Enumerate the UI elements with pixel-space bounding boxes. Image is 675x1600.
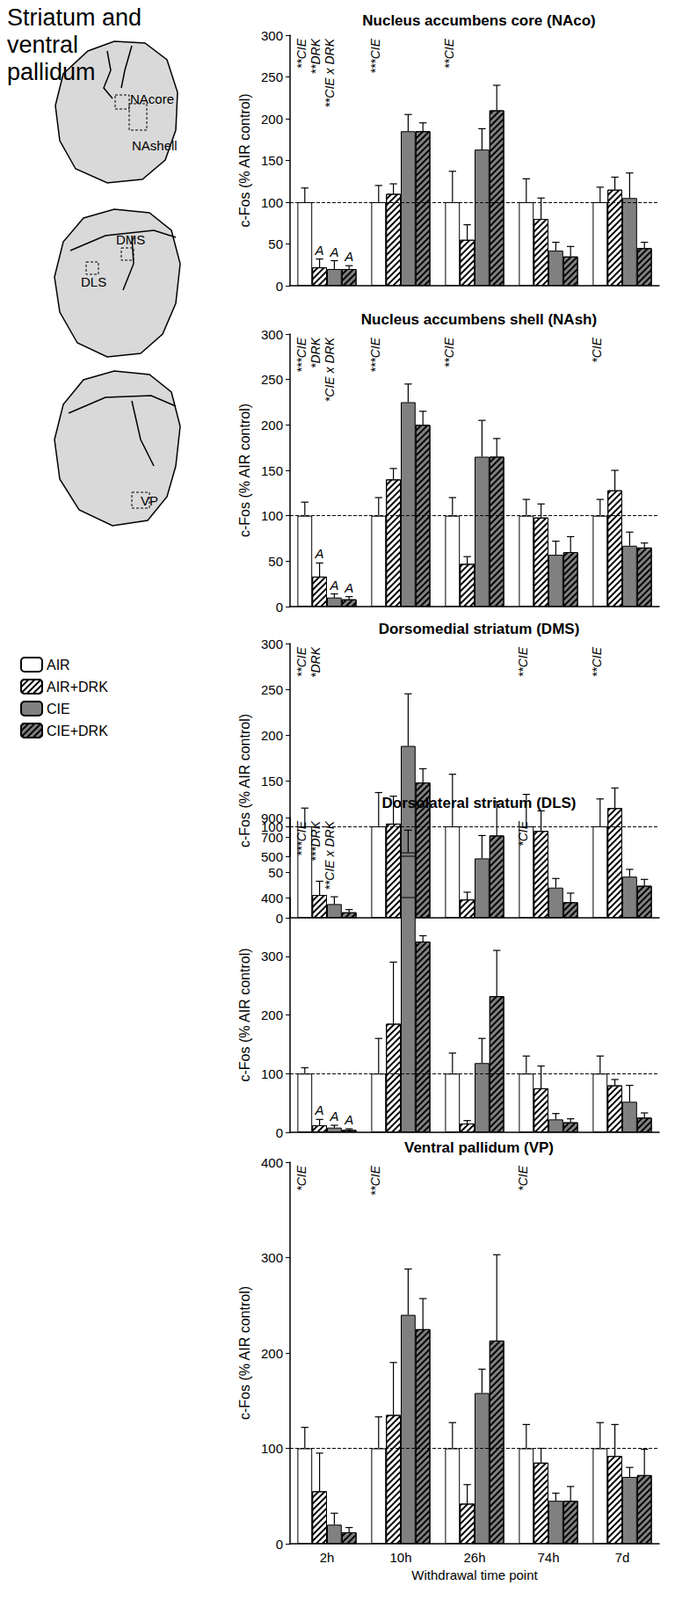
svg-text:**CIE: **CIE	[368, 1164, 383, 1196]
svg-text:50: 50	[268, 864, 284, 880]
svg-text:50: 50	[268, 236, 284, 252]
svg-text:400: 400	[261, 890, 284, 906]
svg-text:CIE: CIE	[46, 701, 71, 717]
svg-text:DLS: DLS	[80, 274, 107, 290]
svg-text:c-Fos (% AIR control): c-Fos (% AIR control)	[237, 1285, 253, 1420]
svg-text:A: A	[343, 248, 354, 264]
svg-text:500: 500	[261, 849, 284, 864]
svg-text:Withdrawal time point: Withdrawal time point	[411, 1567, 538, 1583]
svg-text:**CIE: **CIE	[294, 645, 309, 677]
svg-text:300: 300	[261, 636, 284, 652]
svg-text:200: 200	[261, 111, 284, 127]
svg-text:200: 200	[261, 1345, 284, 1361]
svg-text:CIE+DRK: CIE+DRK	[46, 723, 109, 739]
svg-text:*DRK: *DRK	[308, 336, 323, 369]
svg-text:A: A	[343, 1111, 354, 1127]
svg-text:A: A	[314, 545, 325, 561]
svg-text:7d: 7d	[615, 1549, 631, 1565]
svg-text:150: 150	[261, 463, 284, 479]
svg-text:AIR+DRK: AIR+DRK	[46, 679, 109, 695]
svg-text:ventral: ventral	[7, 31, 86, 59]
svg-text:0: 0	[275, 1536, 284, 1552]
svg-text:***CIE: ***CIE	[368, 336, 383, 372]
svg-text:Ventral pallidum (VP): Ventral pallidum (VP)	[404, 1139, 554, 1156]
svg-text:250: 250	[261, 371, 284, 387]
svg-text:300: 300	[261, 326, 284, 342]
svg-text:100: 100	[261, 508, 284, 523]
svg-text:250: 250	[261, 69, 284, 85]
svg-text:**DRK: **DRK	[308, 37, 323, 74]
svg-text:**CIE: **CIE	[442, 336, 457, 368]
svg-text:0: 0	[275, 910, 284, 926]
svg-text:200: 200	[261, 1007, 284, 1023]
svg-text:NAshell: NAshell	[131, 137, 178, 153]
svg-text:NAcore: NAcore	[130, 91, 175, 107]
svg-text:*CIE: *CIE	[515, 1164, 530, 1191]
svg-text:Nucleus accumbens core (NAco): Nucleus accumbens core (NAco)	[362, 12, 596, 30]
svg-text:c-Fos (% AIR control): c-Fos (% AIR control)	[237, 93, 253, 227]
svg-text:*CIE: *CIE	[515, 820, 530, 846]
svg-text:300: 300	[261, 1249, 284, 1265]
svg-text:Nucleus accumbens shell (NAsh): Nucleus accumbens shell (NAsh)	[361, 311, 597, 328]
svg-text:DMS: DMS	[116, 232, 146, 247]
svg-text:A: A	[343, 886, 354, 902]
svg-text:c-Fos (% AIR control): c-Fos (% AIR control)	[237, 713, 253, 848]
svg-text:**CIE: **CIE	[294, 37, 309, 69]
svg-text:74h: 74h	[537, 1549, 559, 1565]
svg-text:***DRK: ***DRK	[308, 820, 323, 862]
html-text:A A: A A	[315, 885, 339, 902]
svg-text:400: 400	[261, 1154, 284, 1170]
svg-text:**CIE x DRK: **CIE x DRK	[322, 37, 337, 108]
svg-text:150: 150	[261, 152, 284, 168]
svg-text:250: 250	[261, 682, 284, 697]
svg-text:**CIE: **CIE	[515, 645, 530, 677]
svg-text:c-Fos (% AIR control): c-Fos (% AIR control)	[237, 947, 253, 1082]
svg-text:A: A	[314, 242, 325, 258]
svg-text:700: 700	[261, 829, 284, 845]
svg-text:**CIE x DRK: **CIE x DRK	[322, 820, 337, 890]
svg-text:A: A	[343, 580, 354, 596]
svg-text:***CIE: ***CIE	[368, 37, 383, 73]
svg-text:26h: 26h	[463, 1549, 486, 1565]
svg-text:Dorsomedial striatum (DMS): Dorsomedial striatum (DMS)	[378, 620, 581, 638]
svg-text:A: A	[328, 244, 339, 260]
svg-text:100: 100	[261, 195, 284, 211]
svg-text:300: 300	[261, 948, 284, 964]
svg-text:0: 0	[275, 278, 284, 294]
svg-text:300: 300	[261, 28, 284, 44]
svg-text:*CIE x DRK: *CIE x DRK	[322, 336, 337, 402]
svg-text:pallidum: pallidum	[7, 58, 96, 86]
svg-text:A: A	[328, 577, 339, 593]
svg-text:A: A	[328, 1108, 339, 1124]
svg-text:900: 900	[261, 810, 284, 826]
svg-text:A: A	[314, 1102, 325, 1118]
svg-text:200: 200	[261, 727, 284, 743]
svg-text:c-Fos (% AIR control): c-Fos (% AIR control)	[237, 403, 253, 538]
svg-text:Striatum and: Striatum and	[7, 4, 149, 31]
svg-text:100: 100	[261, 1066, 284, 1082]
svg-text:*CIE: *CIE	[294, 1164, 309, 1191]
svg-text:0: 0	[275, 599, 284, 615]
svg-text:0: 0	[275, 1125, 284, 1140]
svg-text:VP: VP	[140, 493, 159, 509]
svg-text:***CIE: ***CIE	[294, 820, 309, 856]
svg-text:**CIE: **CIE	[589, 645, 604, 677]
svg-text:10h: 10h	[389, 1549, 412, 1565]
svg-text:150: 150	[261, 773, 284, 789]
svg-text:**CIE: **CIE	[442, 37, 457, 69]
svg-text:200: 200	[261, 417, 284, 433]
svg-text:*CIE: *CIE	[589, 336, 604, 363]
svg-text:2h: 2h	[319, 1549, 335, 1565]
svg-text:***CIE: ***CIE	[294, 336, 309, 372]
svg-text:50: 50	[268, 553, 284, 569]
svg-text:*DRK: *DRK	[308, 645, 323, 678]
svg-text:100: 100	[261, 1440, 284, 1456]
svg-text:Dorsolateral striatum (DLS): Dorsolateral striatum (DLS)	[381, 794, 576, 812]
svg-text:AIR: AIR	[46, 657, 71, 673]
